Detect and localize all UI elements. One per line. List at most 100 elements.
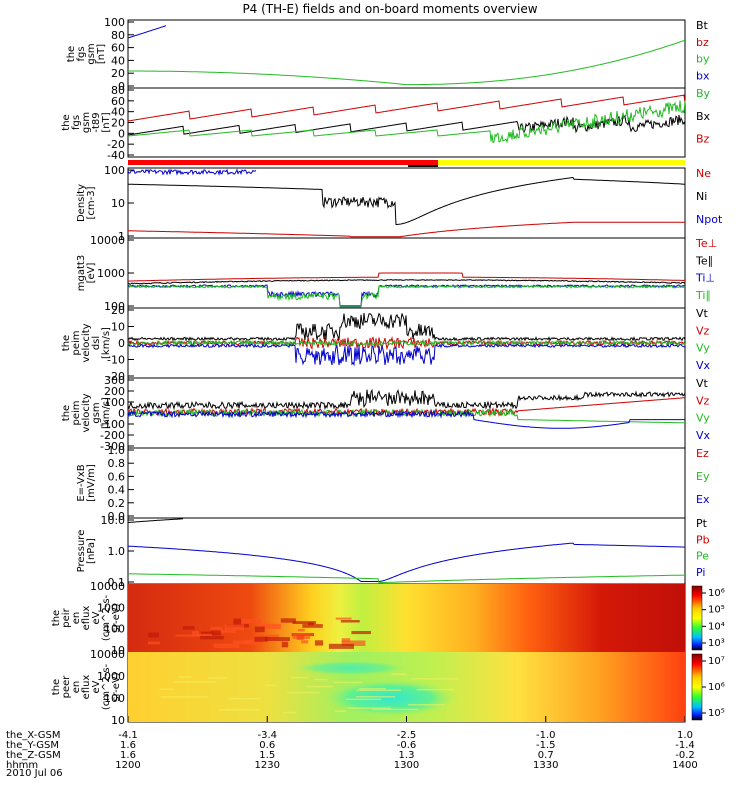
y-tick-label: -20 bbox=[107, 370, 125, 383]
electron-spectrogram-blob bbox=[319, 678, 460, 718]
y-axis-label-line: velocity bbox=[81, 393, 92, 432]
ion-spectrogram-patch bbox=[292, 633, 311, 639]
y-axis-label: mgatt3 [eV] bbox=[76, 255, 97, 291]
y-axis-label-line: [eV] bbox=[86, 263, 97, 284]
legend-entry: Ne bbox=[696, 167, 711, 180]
ion-spectrogram-patch bbox=[281, 641, 289, 648]
ion-spectrogram-patch bbox=[298, 628, 305, 632]
colorbar-label: 10⁶ bbox=[708, 588, 725, 599]
electron-spectrogram-streak bbox=[411, 678, 459, 680]
Vz-gsm-trace bbox=[127, 397, 686, 417]
electron-spectrogram-streak bbox=[359, 687, 386, 690]
ion-spectrogram-patch bbox=[210, 626, 223, 633]
ion-spectrogram-patch bbox=[191, 630, 199, 636]
colorbar-label: 10⁵ bbox=[708, 605, 725, 616]
ion-spectrogram-patch bbox=[254, 626, 265, 633]
By-t89-trace bbox=[127, 100, 686, 144]
ion-spectrogram-patch bbox=[233, 640, 251, 644]
y-tick-label: 0 bbox=[118, 337, 125, 350]
electron-spectrogram-streak bbox=[356, 689, 401, 691]
legend-entry: Vy bbox=[696, 412, 710, 425]
legend-entry: by bbox=[696, 53, 710, 66]
electron-spectrogram-streak bbox=[265, 684, 276, 687]
y-axis-label-line: eV bbox=[91, 611, 102, 624]
y-tick-label: 0.4 bbox=[108, 484, 126, 497]
legend-entry: Te∥ bbox=[695, 254, 713, 267]
electron-spectrogram-streak bbox=[173, 681, 217, 683]
x-axis-value: 1.6 bbox=[120, 740, 136, 751]
panel-frame bbox=[127, 167, 686, 239]
y-tick-label: 1.0 bbox=[108, 444, 126, 457]
ion-spectrogram-patch bbox=[217, 629, 237, 633]
legend-entry: By bbox=[696, 87, 711, 100]
electron-spectrogram-streak bbox=[283, 711, 296, 714]
y-axis-label-line: gsm bbox=[81, 112, 92, 133]
colorbar bbox=[691, 653, 703, 721]
y-tick-label: 1 bbox=[118, 230, 125, 243]
y-tick-label: 20 bbox=[111, 117, 125, 130]
x-axis-value: -3.4 bbox=[257, 730, 277, 741]
y-axis-label-line: en bbox=[71, 681, 82, 694]
y-tick-label: 100 bbox=[104, 692, 125, 705]
mode-bar-yellow bbox=[438, 160, 685, 165]
x-axis-value: 1400 bbox=[672, 760, 697, 771]
x-axis-value: -1.0 bbox=[536, 730, 556, 741]
electron-spectrogram-streak bbox=[159, 688, 174, 690]
y-tick-label: 0.0 bbox=[108, 510, 126, 523]
electron-spectrogram-streak bbox=[314, 678, 328, 681]
y-tick-label: 100 bbox=[104, 16, 125, 29]
y-axis-label-line: the bbox=[51, 679, 62, 695]
legend-entry: Te⊥ bbox=[695, 237, 717, 250]
panel-frame bbox=[127, 19, 686, 89]
y-tick-label: 10000 bbox=[90, 580, 125, 593]
mode-bar-mark bbox=[408, 165, 438, 167]
colorbar-label: 10⁴ bbox=[708, 621, 725, 632]
x-axis-value: 1.3 bbox=[399, 750, 415, 761]
x-axis-value: 1.6 bbox=[120, 750, 136, 761]
ion-spectrogram-patch bbox=[351, 631, 371, 635]
y-tick-label: 200 bbox=[104, 385, 125, 398]
colorbar bbox=[691, 585, 703, 651]
y-tick-label: 100 bbox=[104, 164, 125, 177]
x-axis-value: -1.4 bbox=[675, 740, 695, 751]
Vt-dsl-trace bbox=[127, 312, 686, 342]
legend-entry: Vt bbox=[696, 377, 709, 390]
y-axis-label-line: the bbox=[61, 405, 72, 421]
ion-spectrogram-patch bbox=[197, 633, 213, 637]
legend-entry: Pt bbox=[696, 517, 708, 530]
panel-frame bbox=[127, 517, 686, 585]
x-axis-annotations: the_X-GSM -4.1 -3.4 -2.5 -1.0 1.0 the_Y-GSM 1.6… bbox=[6, 716, 698, 779]
electron-spectrogram-streak bbox=[356, 696, 396, 698]
legend-entry: Ex bbox=[696, 493, 710, 506]
y-tick-label: 80 bbox=[111, 29, 125, 42]
y-tick-label: 40 bbox=[111, 106, 125, 119]
y-axis-label-line: [mV/m] bbox=[86, 464, 97, 502]
ion-spectrogram-patch bbox=[241, 619, 262, 624]
ion-spectrogram-patch bbox=[210, 630, 221, 636]
y-tick-label: 10.0 bbox=[101, 514, 126, 527]
colorbar-label: 10⁵ bbox=[708, 708, 725, 719]
electron-spectrogram-blob bbox=[290, 660, 411, 676]
y-tick-label: 10 bbox=[111, 321, 125, 334]
legend-entry: Npot bbox=[696, 213, 723, 226]
y-tick-label: 0.2 bbox=[108, 497, 126, 510]
ion-spectrogram-patch bbox=[224, 624, 244, 630]
y-axis-label: Density [cm-3] bbox=[76, 184, 97, 222]
y-axis-label-line: eflux bbox=[81, 675, 92, 700]
by-trace bbox=[128, 39, 686, 86]
y-tick-label: 1000 bbox=[97, 267, 125, 280]
ion-spectrogram-patch bbox=[314, 640, 324, 646]
ion-spectrogram-patch bbox=[341, 640, 366, 646]
ion-spectrogram-patch bbox=[148, 632, 159, 638]
ion-spectrogram-patch bbox=[341, 638, 351, 643]
ion-spectrogram-patch bbox=[265, 637, 290, 641]
colorbar-label: 10³ bbox=[708, 638, 725, 649]
y-axis-label-line: peir bbox=[61, 607, 72, 627]
y-tick-label: 300 bbox=[104, 374, 125, 387]
y-axis-label-line: velocity bbox=[81, 323, 92, 362]
y-axis-label-line: sr-eV) bbox=[111, 603, 122, 632]
y-axis-label-line: [nT] bbox=[96, 44, 107, 64]
Ni-trace bbox=[128, 176, 685, 225]
y-tick-label: 10 bbox=[111, 644, 125, 657]
y-axis-label-line: Density bbox=[76, 184, 87, 222]
